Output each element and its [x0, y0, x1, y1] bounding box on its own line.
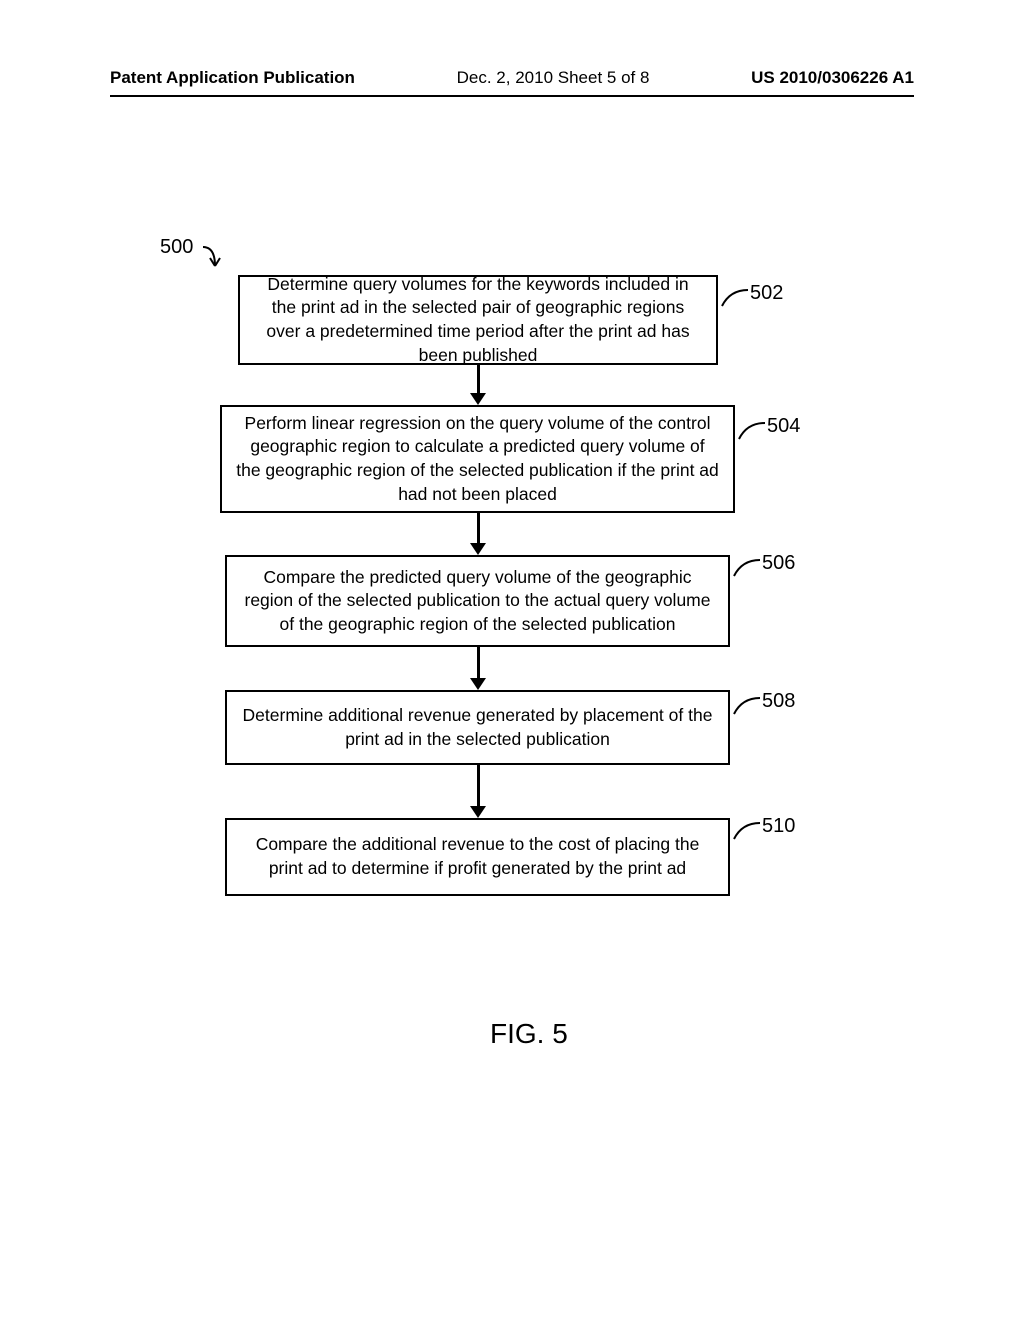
ref-label-508: 508 [762, 690, 795, 713]
flowchart-step-506: Compare the predicted query volume of th… [225, 555, 730, 647]
ref-hook-icon [728, 556, 764, 584]
header-right: US 2010/0306226 A1 [751, 68, 914, 88]
arrowhead-icon [470, 806, 486, 818]
step-text: Determine additional revenue generated b… [241, 704, 714, 751]
ref-label-504: 504 [767, 415, 800, 438]
ref-hook-icon [716, 286, 752, 314]
ref-label-506: 506 [762, 552, 795, 575]
arrow-line [477, 765, 480, 806]
ref-hook-icon [728, 694, 764, 722]
page-header: Patent Application Publication Dec. 2, 2… [110, 68, 914, 88]
arrow-line [477, 647, 480, 678]
ref-label-502: 502 [750, 282, 783, 305]
step-text: Compare the predicted query volume of th… [241, 566, 714, 637]
step-text: Perform linear regression on the query v… [236, 412, 719, 507]
arrowhead-icon [470, 393, 486, 405]
arrowhead-icon [470, 678, 486, 690]
ref-500-arrow-icon [200, 244, 230, 284]
flowchart-step-502: Determine query volumes for the keywords… [238, 275, 718, 365]
arrowhead-icon [470, 543, 486, 555]
header-divider [110, 95, 914, 97]
step-text: Compare the additional revenue to the co… [241, 833, 714, 880]
flowchart-step-504: Perform linear regression on the query v… [220, 405, 735, 513]
arrow-line [477, 513, 480, 543]
ref-label-500: 500 [160, 236, 193, 259]
header-left: Patent Application Publication [110, 68, 355, 88]
ref-hook-icon [733, 419, 769, 447]
step-text: Determine query volumes for the keywords… [254, 273, 702, 368]
flowchart-step-510: Compare the additional revenue to the co… [225, 818, 730, 896]
arrow-line [477, 365, 480, 393]
ref-label-510: 510 [762, 815, 795, 838]
ref-hook-icon [728, 819, 764, 847]
figure-label: FIG. 5 [490, 1018, 568, 1050]
header-center: Dec. 2, 2010 Sheet 5 of 8 [457, 68, 650, 88]
flowchart-step-508: Determine additional revenue generated b… [225, 690, 730, 765]
